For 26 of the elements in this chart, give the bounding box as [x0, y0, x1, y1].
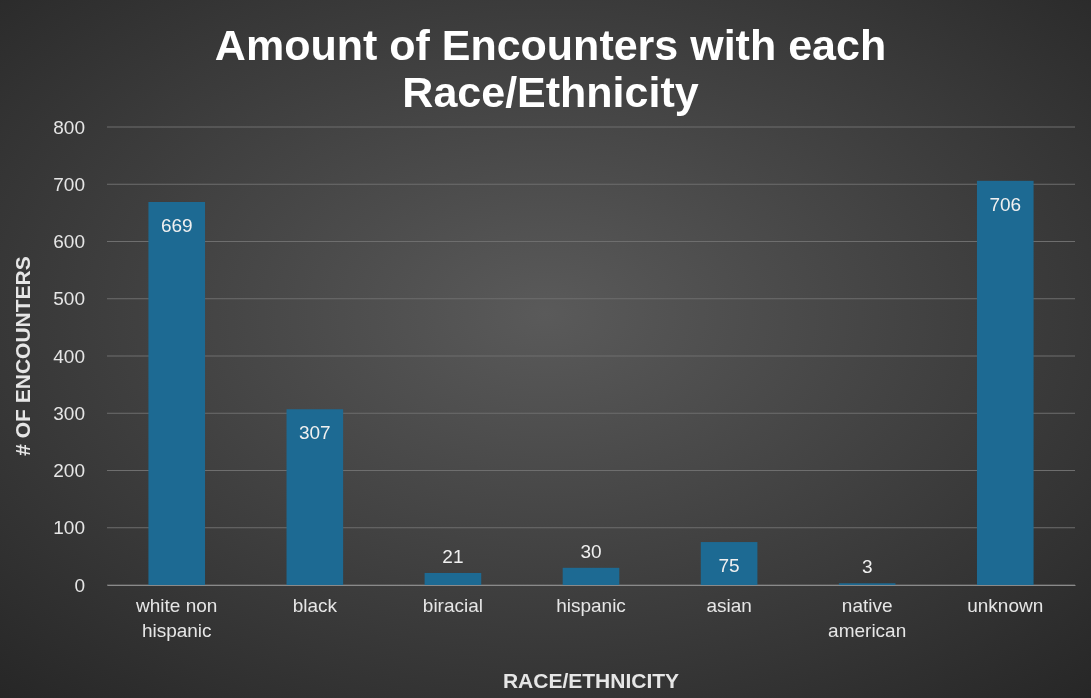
data-label: 669	[160, 215, 193, 236]
y-tick-label: 800	[53, 116, 85, 138]
data-label: 21	[442, 545, 464, 567]
y-tick-label: 700	[53, 173, 85, 195]
x-tick-label: native american	[828, 595, 907, 642]
y-tick-label: 300	[53, 402, 85, 424]
y-tick-label: 500	[53, 288, 85, 310]
data-label: 75	[718, 555, 740, 577]
y-tick-label: 200	[53, 460, 85, 482]
x-tick-label: biracial	[422, 595, 484, 617]
x-tick-label: white non hispanic	[135, 595, 218, 642]
data-label: 307	[298, 422, 331, 444]
y-axis-title: # OF ENCOUNTERS	[11, 256, 34, 456]
data-label: 30	[580, 540, 602, 562]
data-label: 3	[861, 556, 873, 578]
data-label: 706	[989, 193, 1022, 215]
chart-title: Amount of Encounters with each Race/Ethnicity	[214, 21, 887, 117]
x-tick-label: asian	[706, 595, 752, 617]
x-axis-title: RACE/ETHNICITY	[502, 669, 680, 692]
x-tick-label: unknown	[967, 595, 1044, 617]
y-tick-label: 100	[53, 517, 85, 539]
y-tick-label: 400	[53, 345, 85, 367]
y-tick-label: 0	[74, 574, 85, 596]
y-tick-label: 600	[53, 231, 85, 253]
x-tick-label: hispanic	[556, 595, 626, 617]
x-tick-label: black	[292, 595, 338, 617]
